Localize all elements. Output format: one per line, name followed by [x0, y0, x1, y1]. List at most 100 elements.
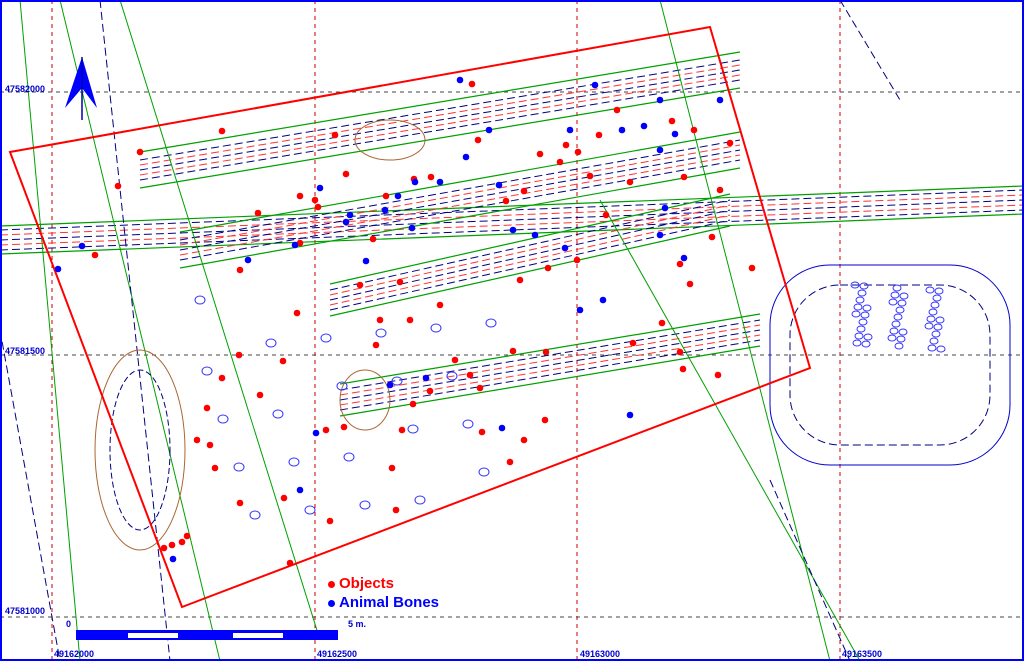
- pit-outline: [94, 349, 186, 551]
- contour-line: [339, 339, 761, 411]
- contour-line: [0, 194, 1024, 236]
- object-marker: [676, 348, 684, 356]
- animal-bone-marker: [169, 555, 177, 563]
- legend-item-animal-bones: Animal Bones: [328, 594, 439, 611]
- animal-bone-marker: [671, 130, 679, 138]
- object-marker: [574, 148, 582, 156]
- object-marker: [613, 106, 621, 114]
- object-marker: [206, 441, 214, 449]
- object-marker: [690, 126, 698, 134]
- contour-line: [139, 79, 741, 181]
- object-marker: [183, 532, 191, 540]
- bone-scatter: [895, 306, 905, 314]
- object-marker: [91, 251, 99, 259]
- object-marker: [629, 339, 637, 347]
- legend-item-objects: Objects: [328, 575, 394, 592]
- object-marker: [296, 192, 304, 200]
- bone-scatter: [890, 291, 900, 299]
- trench-outline: [339, 313, 761, 417]
- contour-line: [179, 144, 741, 246]
- object-marker: [536, 150, 544, 158]
- object-marker: [541, 416, 549, 424]
- object-marker: [211, 464, 219, 472]
- bone-scatter: [850, 281, 860, 289]
- contour-line: [839, 0, 901, 101]
- contour-line: [329, 209, 731, 301]
- trench-outline: [179, 131, 741, 269]
- pit-outline: [339, 369, 391, 431]
- bone-outline: [336, 381, 348, 391]
- bone-scatter: [851, 310, 861, 318]
- object-marker: [236, 499, 244, 507]
- contour-line: [0, 204, 1024, 246]
- easting-label: 49162000: [54, 649, 95, 659]
- bone-scatter: [860, 311, 870, 319]
- trench-outline: [0, 185, 1024, 255]
- contour-line: [0, 209, 1024, 251]
- object-marker: [586, 172, 594, 180]
- red-dot-icon: [328, 580, 335, 588]
- object-marker: [427, 173, 435, 181]
- bone-outline: [343, 452, 355, 462]
- object-marker: [506, 458, 514, 466]
- bone-scatter: [862, 304, 872, 312]
- animal-bone-marker: [394, 192, 402, 200]
- object-marker: [726, 139, 734, 147]
- object-marker: [436, 301, 444, 309]
- bone-outline: [201, 366, 213, 376]
- bone-scatter: [858, 318, 868, 326]
- bone-outline: [304, 505, 316, 515]
- animal-bone-marker: [436, 178, 444, 186]
- contour-line: [789, 284, 991, 446]
- ditch-outline: [599, 199, 861, 661]
- animal-bone-marker: [411, 178, 419, 186]
- object-marker: [203, 404, 211, 412]
- animal-bone-marker: [656, 146, 664, 154]
- object-marker: [280, 494, 288, 502]
- object-marker: [686, 280, 694, 288]
- object-marker: [392, 506, 400, 514]
- bone-outline: [375, 328, 387, 338]
- contour-line: [339, 324, 761, 396]
- object-marker: [236, 266, 244, 274]
- contour-line: [179, 139, 741, 241]
- bone-outline: [194, 295, 206, 305]
- bone-scatter: [927, 344, 937, 352]
- easting-label: 49163000: [580, 649, 621, 659]
- bone-scatter: [891, 320, 901, 328]
- bone-outline: [272, 409, 284, 419]
- bone-scatter: [899, 292, 909, 300]
- object-marker: [509, 347, 517, 355]
- bone-scatter: [930, 301, 940, 309]
- object-marker: [340, 423, 348, 431]
- animal-bone-marker: [362, 257, 370, 265]
- object-marker: [372, 341, 380, 349]
- object-marker: [322, 426, 330, 434]
- object-marker: [542, 348, 550, 356]
- animal-bone-marker: [618, 126, 626, 134]
- bone-scatter: [893, 313, 903, 321]
- contour-line: [329, 214, 731, 306]
- bone-scatter: [855, 296, 865, 304]
- object-marker: [218, 127, 226, 135]
- bone-outline: [391, 376, 403, 386]
- bone-scatter: [887, 334, 897, 342]
- contour-line: [179, 149, 741, 251]
- bone-outline: [407, 424, 419, 434]
- ditch-outline: [59, 0, 221, 661]
- object-marker: [658, 319, 666, 327]
- animal-bone-marker: [495, 181, 503, 189]
- animal-bone-marker: [566, 126, 574, 134]
- object-marker: [178, 538, 186, 546]
- animal-bone-marker: [54, 265, 62, 273]
- animal-bone-marker: [656, 96, 664, 104]
- pit-outline: [354, 119, 426, 161]
- animal-bone-marker: [531, 231, 539, 239]
- bone-scatter: [861, 340, 871, 348]
- bone-scatter: [854, 332, 864, 340]
- contour-line: [339, 334, 761, 406]
- bone-scatter: [935, 316, 945, 324]
- object-marker: [326, 517, 334, 525]
